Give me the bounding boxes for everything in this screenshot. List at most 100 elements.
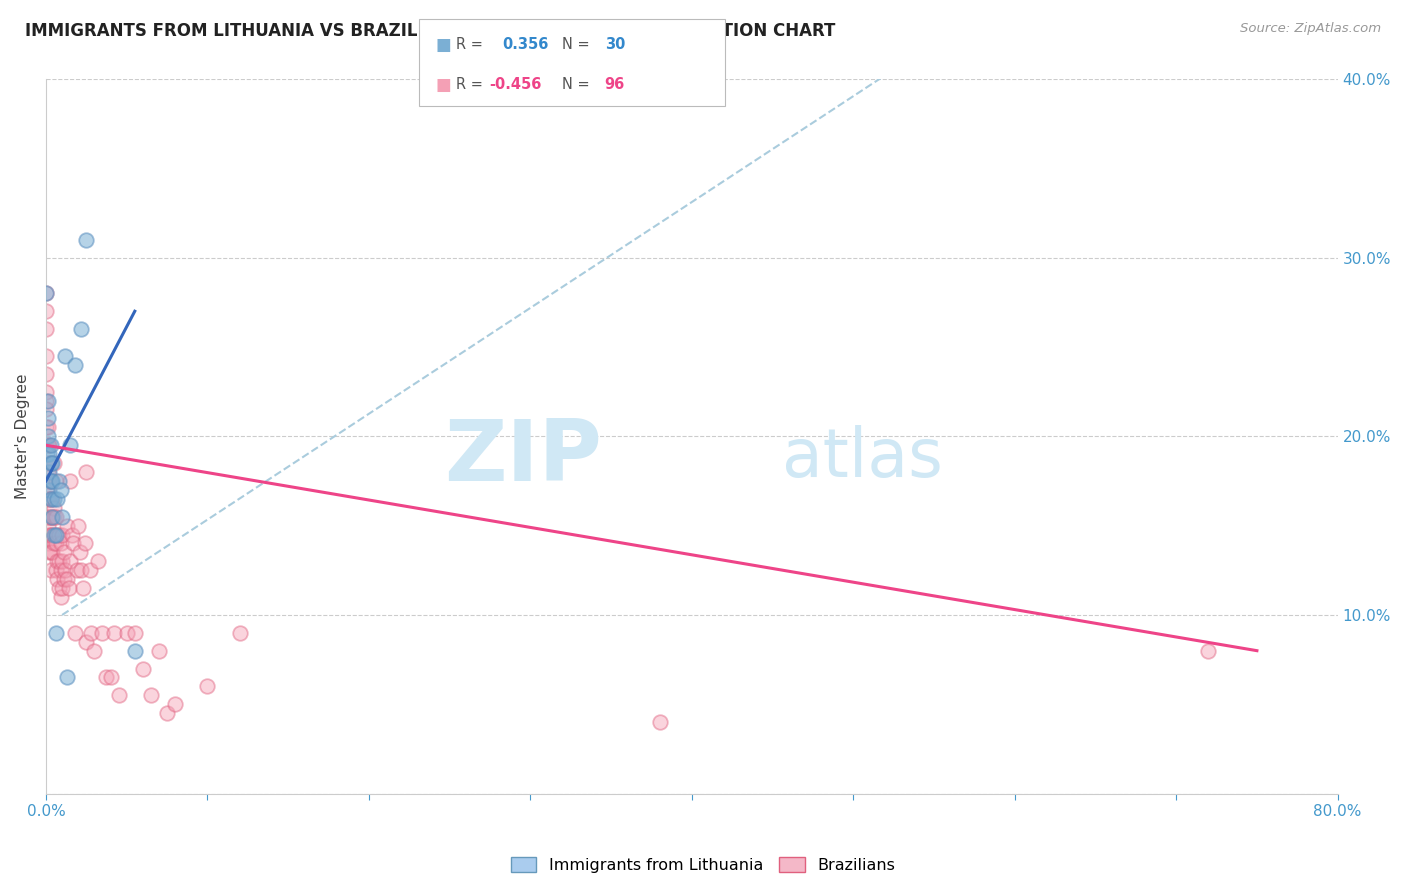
Point	[75, 634, 97, 648]
Point	[107, 689, 129, 703]
Point	[70, 322, 93, 336]
Point	[58, 581, 80, 595]
Point	[37, 509, 59, 524]
Point	[39, 563, 62, 577]
Point	[59, 554, 82, 568]
Point	[39, 545, 62, 559]
Text: N =: N =	[562, 78, 591, 93]
Point	[39, 474, 62, 488]
Point	[41, 491, 63, 506]
Point	[75, 233, 97, 247]
Point	[41, 545, 63, 559]
Point	[35, 286, 58, 301]
Point	[46, 491, 69, 506]
Point	[103, 625, 125, 640]
Point	[48, 527, 70, 541]
Point	[67, 518, 90, 533]
Point	[35, 402, 58, 417]
Point	[42, 500, 65, 515]
Point	[38, 527, 60, 541]
Point	[42, 509, 65, 524]
Point	[46, 572, 69, 586]
Point	[37, 411, 59, 425]
Point	[56, 572, 79, 586]
Point	[42, 491, 65, 506]
Point	[46, 554, 69, 568]
Point	[37, 518, 59, 533]
Point	[35, 420, 58, 434]
Point	[49, 483, 72, 497]
Text: atlas: atlas	[782, 425, 943, 491]
Point	[45, 527, 67, 541]
Point	[41, 527, 63, 541]
Point	[38, 545, 60, 559]
Point	[37, 536, 59, 550]
Point	[39, 491, 62, 506]
Point	[41, 509, 63, 524]
Point	[38, 456, 60, 470]
Text: ZIP: ZIP	[444, 417, 602, 500]
Point	[42, 527, 65, 541]
Point	[94, 671, 117, 685]
Point	[60, 527, 83, 541]
Point	[35, 304, 58, 318]
Point	[37, 483, 59, 497]
Point	[38, 438, 60, 452]
Text: ■: ■	[436, 76, 451, 94]
Point	[37, 456, 59, 470]
Point	[37, 420, 59, 434]
Point	[62, 536, 84, 550]
Point	[42, 456, 65, 470]
Point	[53, 349, 76, 363]
Point	[35, 393, 58, 408]
Point	[66, 563, 89, 577]
Point	[51, 527, 73, 541]
Point	[41, 509, 63, 524]
Point	[79, 563, 101, 577]
Point	[132, 661, 155, 675]
Point	[80, 625, 103, 640]
Point	[83, 643, 105, 657]
Point	[124, 643, 146, 657]
Point	[45, 474, 67, 488]
Text: 30: 30	[605, 37, 624, 53]
Point	[73, 536, 96, 550]
Point	[38, 465, 60, 479]
Point	[139, 689, 162, 703]
Point	[37, 474, 59, 488]
Point	[49, 590, 72, 604]
Point	[39, 509, 62, 524]
Point	[39, 491, 62, 506]
Point	[39, 438, 62, 452]
Point	[59, 474, 82, 488]
Point	[38, 509, 60, 524]
Point	[38, 474, 60, 488]
Point	[48, 474, 70, 488]
Point	[35, 367, 58, 381]
Point	[38, 491, 60, 506]
Point	[35, 447, 58, 461]
Point	[46, 527, 69, 541]
Text: R =: R =	[456, 78, 486, 93]
Text: ■: ■	[436, 36, 451, 54]
Text: IMMIGRANTS FROM LITHUANIA VS BRAZILIAN MASTER'S DEGREE CORRELATION CHART: IMMIGRANTS FROM LITHUANIA VS BRAZILIAN M…	[25, 22, 835, 40]
Point	[115, 625, 138, 640]
Text: -0.456: -0.456	[489, 78, 541, 93]
Point	[48, 554, 70, 568]
Point	[70, 563, 93, 577]
Point	[37, 393, 59, 408]
Point	[165, 698, 187, 712]
Point	[51, 554, 73, 568]
Point	[228, 625, 250, 640]
Point	[69, 545, 91, 559]
Point	[45, 509, 67, 524]
Point	[38, 483, 60, 497]
Point	[53, 563, 76, 577]
Point	[156, 706, 179, 721]
Point	[63, 625, 86, 640]
Point	[52, 545, 75, 559]
Point	[38, 447, 60, 461]
Point	[37, 465, 59, 479]
Point	[37, 429, 59, 443]
Point	[91, 625, 114, 640]
